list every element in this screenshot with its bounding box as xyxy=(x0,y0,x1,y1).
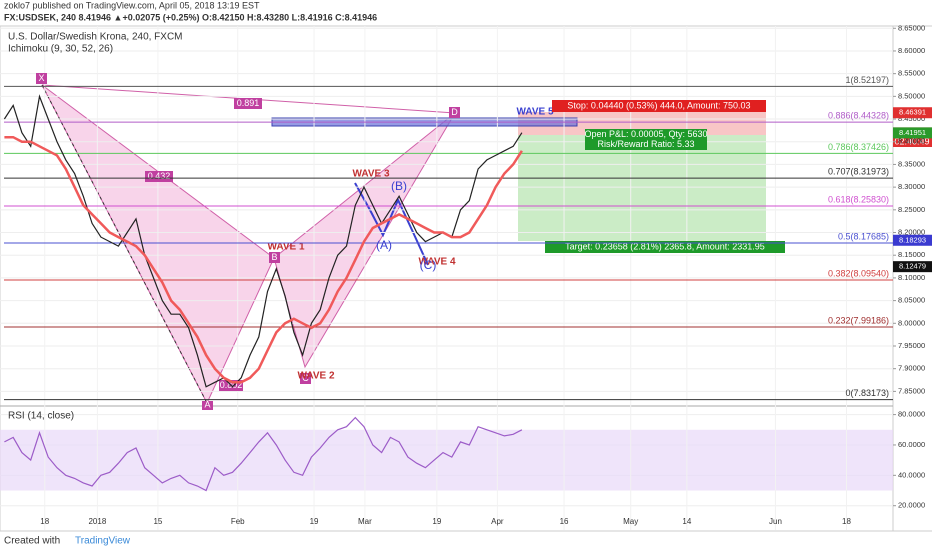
author: zoklo7 published on TradingView.com, Apr… xyxy=(4,0,260,10)
y-tick-label: 60.0000 xyxy=(898,440,925,449)
x-tick-label: 14 xyxy=(682,517,691,526)
y-tick-label: 40.0000 xyxy=(898,470,925,479)
price-badge-label: 8.46391 xyxy=(899,108,926,117)
countdown-bg xyxy=(893,136,932,147)
price-badge-label: 8.18293 xyxy=(899,235,926,244)
quote: FX:USDSEK, 240 8.41946 ▲+0.02075 (+0.25%… xyxy=(4,12,377,22)
y-tick-label: 8.35000 xyxy=(898,159,925,168)
fib-label: 0.382(8.09540) xyxy=(828,268,889,278)
fib-label: 0.618(8.25830) xyxy=(828,194,889,204)
target-label: Target: 0.23658 (2.81%) 2365.8, Amount: … xyxy=(565,241,765,251)
target-box xyxy=(545,241,785,253)
price-badge xyxy=(893,261,932,273)
fib-label: 0.707(8.31973) xyxy=(828,167,889,177)
y-tick-label: 8.60000 xyxy=(898,46,925,55)
x-tick-label: May xyxy=(623,517,638,526)
fib-label: 0.232(7.99186) xyxy=(828,315,889,325)
y-tick-label: 8.15000 xyxy=(898,250,925,259)
fib-label: 0.5(8.17685) xyxy=(838,231,889,241)
price-badge-label: 8.12479 xyxy=(899,262,926,271)
y-tick-label: 8.05000 xyxy=(898,296,925,305)
ratio-label: 0.891 xyxy=(237,98,260,108)
chart-title: U.S. Dollar/Swedish Krona, 240, FXCM xyxy=(8,32,183,43)
pl-label: Open P&L: 0.00005, Qty: 5630 xyxy=(584,129,707,139)
y-tick-label: 8.30000 xyxy=(898,182,925,191)
y-tick-label: 8.25000 xyxy=(898,205,925,214)
ratio-label: 0.432 xyxy=(148,171,171,181)
series-line xyxy=(3,94,523,388)
y-tick-label: 8.10000 xyxy=(898,273,925,282)
x-tick-label: Apr xyxy=(491,517,504,526)
fib-label: 0.886(8.44328) xyxy=(828,110,889,120)
label-bg xyxy=(202,401,213,410)
y-tick-label: 7.95000 xyxy=(898,341,925,350)
pl-box xyxy=(585,129,707,150)
y-tick-label: 8.00000 xyxy=(898,318,925,327)
countdown: 02:40:49 xyxy=(894,136,929,146)
x-tick-label: Mar xyxy=(358,517,372,526)
x-tick-label: 19 xyxy=(310,517,319,526)
rr-label: Risk/Reward Ratio: 5.33 xyxy=(597,139,694,149)
price-badge xyxy=(893,234,932,246)
x-tick-label: 18 xyxy=(842,517,851,526)
label-bg xyxy=(145,171,173,182)
footer-brand: TradingView xyxy=(75,536,131,547)
wave-label: WAVE 1 xyxy=(267,242,304,253)
label-bg xyxy=(36,73,47,84)
fib-label: 0(7.83173) xyxy=(845,388,889,398)
x-tick-label: 16 xyxy=(560,517,569,526)
rsi-band xyxy=(0,429,893,491)
y-tick-label: 7.90000 xyxy=(898,364,925,373)
point-label: B xyxy=(271,252,277,262)
rsi-title: RSI (14, close) xyxy=(8,411,74,422)
wave-label: (C) xyxy=(420,258,437,272)
wave-label: WAVE 3 xyxy=(352,169,389,180)
y-tick-label: 80.0000 xyxy=(898,410,925,419)
wave-label: WAVE 5 xyxy=(516,107,553,118)
x-tick-label: Feb xyxy=(231,517,245,526)
point-label: D xyxy=(451,107,458,117)
x-tick-label: 2018 xyxy=(88,517,106,526)
wave-label: (A) xyxy=(376,238,392,252)
x-tick-label: 15 xyxy=(153,517,162,526)
y-tick-label: 8.20000 xyxy=(898,228,925,237)
header-bar xyxy=(0,0,932,26)
footer-created: Created with xyxy=(4,536,60,547)
price-badge-label: 8.41951 xyxy=(899,128,926,137)
wave-label: WAVE 4 xyxy=(418,257,455,268)
series-line xyxy=(4,135,523,384)
point-label: A xyxy=(204,399,210,409)
target-zone xyxy=(518,135,766,241)
y-tick-label: 8.65000 xyxy=(898,23,925,32)
series-line xyxy=(4,416,523,492)
indicator-label: Ichimoku (9, 30, 52, 26) xyxy=(8,44,113,55)
y-tick-label: 7.85000 xyxy=(898,386,925,395)
y-tick-label: 8.55000 xyxy=(898,69,925,78)
fib-label: 1(8.52197) xyxy=(845,75,889,85)
point-label: X xyxy=(38,73,44,83)
y-tick-label: 8.50000 xyxy=(898,91,925,100)
y-tick-label: 8.45000 xyxy=(898,114,925,123)
label-bg xyxy=(449,107,460,118)
price-badge xyxy=(893,127,932,139)
fib-label: 0.786(8.37426) xyxy=(828,142,889,152)
y-tick-label: 20.0000 xyxy=(898,501,925,510)
price-badge xyxy=(893,107,932,119)
label-bg xyxy=(234,98,262,109)
x-tick-label: Jun xyxy=(769,517,782,526)
wave-label: (B) xyxy=(391,179,407,193)
label-bg xyxy=(300,373,311,384)
wave-label: WAVE 2 xyxy=(297,371,334,382)
label-bg xyxy=(269,252,280,263)
stop-label: Stop: 0.04440 (0.53%) 444.0, Amount: 750… xyxy=(567,100,750,110)
x-tick-label: 18 xyxy=(40,517,49,526)
point-label: C xyxy=(302,373,309,383)
stop-box xyxy=(552,100,766,112)
x-tick-label: 19 xyxy=(432,517,441,526)
y-tick-label: 8.40000 xyxy=(898,137,925,146)
